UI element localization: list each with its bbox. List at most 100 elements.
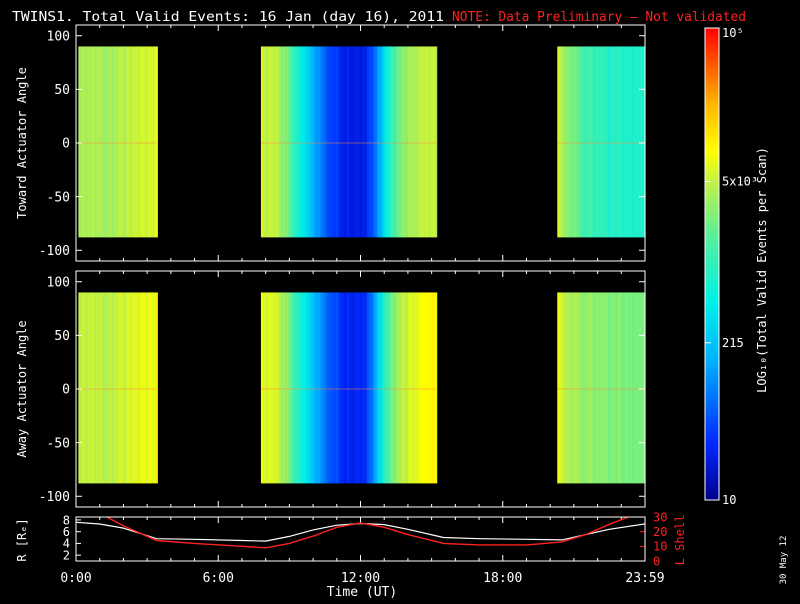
heatmap-column [403, 292, 407, 484]
heatmap-column [282, 292, 286, 484]
colorbar-tick-label: 10 [722, 493, 736, 507]
heatmap-column [115, 46, 119, 238]
heatmap-column [276, 46, 279, 238]
heatmap-column [271, 292, 275, 484]
heatmap-column [260, 292, 264, 484]
heatmap-column [153, 292, 156, 484]
heatmap-column [95, 292, 99, 484]
heatmap-column [93, 46, 97, 238]
heatmap-column [271, 46, 275, 238]
y-tick-label: 0 [62, 383, 70, 398]
heatmap-column [135, 292, 139, 484]
heatmap-column [133, 46, 136, 238]
heatmap-column [375, 292, 378, 484]
heatmap-column [307, 46, 310, 238]
heatmap-column [269, 46, 273, 238]
heatmap-column [434, 46, 438, 238]
plot-title: TWINS1. Total Valid Events: 16 Jan (day … [12, 10, 444, 25]
heatmap-column [607, 292, 611, 484]
heatmap-column [425, 292, 429, 484]
lshell-line [106, 516, 629, 549]
heatmap-column [144, 46, 147, 238]
heatmap-column [373, 292, 376, 484]
heatmap-column [583, 46, 587, 238]
heatmap-column [408, 292, 411, 484]
heatmap-column [616, 46, 620, 238]
heatmap-column [577, 292, 580, 484]
heatmap-column [563, 292, 567, 484]
heatmap-column [379, 292, 383, 484]
heatmap-column [133, 292, 136, 484]
heatmap-column [315, 46, 319, 238]
heatmap-column [596, 292, 600, 484]
heatmap-column [366, 292, 370, 484]
heatmap-column [353, 292, 356, 484]
heatmap-column [636, 46, 639, 238]
heatmap-column [359, 46, 363, 238]
heatmap-column [421, 292, 425, 484]
away-ylabel: Away Actuator Angle [15, 320, 29, 457]
heatmap-column [337, 46, 341, 238]
heatmap-column [395, 292, 398, 484]
heatmap-column [298, 46, 301, 238]
heatmap-column [425, 46, 429, 238]
y-tick-label: 6 [63, 525, 70, 539]
heatmap-column [289, 46, 293, 238]
heatmap-column [408, 46, 411, 238]
xlabel: Time (UT) [327, 585, 397, 600]
heatmap-column [605, 292, 609, 484]
x-tick-label: 18:00 [483, 571, 522, 586]
colorbar-tick-label: 215 [722, 336, 744, 350]
heatmap-column [333, 292, 337, 484]
heatmap-column [614, 292, 617, 484]
heatmap-column [362, 46, 365, 238]
heatmap-column [263, 46, 266, 238]
heatmap-column [80, 292, 84, 484]
heatmap-column [293, 292, 297, 484]
y-tick-label: -100 [39, 244, 70, 259]
heatmap-column [634, 292, 637, 484]
colorbar-tick-label: 5x10³ [722, 175, 758, 189]
heatmap-column [335, 292, 339, 484]
heatmap-column [126, 46, 130, 238]
heatmap-column [377, 292, 381, 484]
heatmap-column [280, 46, 284, 238]
heatmap-column [342, 292, 345, 484]
heatmap-column [625, 292, 628, 484]
heatmap-column [89, 46, 92, 238]
heatmap-column [603, 46, 606, 238]
heatmap-column [346, 46, 350, 238]
heatmap-column [300, 292, 304, 484]
heatmap-column [368, 46, 372, 238]
heatmap-column [291, 46, 295, 238]
heatmap-column [91, 292, 95, 484]
heatmap-column [579, 46, 582, 238]
heatmap-column [296, 292, 299, 484]
heatmap-column [364, 292, 367, 484]
heatmap-column [150, 292, 154, 484]
heatmap-column [146, 292, 150, 484]
heatmap-column [120, 46, 123, 238]
heatmap-column [636, 292, 639, 484]
zero-angle-stripe [260, 142, 437, 144]
heatmap-column [131, 46, 134, 238]
heatmap-column [379, 46, 383, 238]
heatmap-column [260, 46, 264, 238]
heatmap-column [331, 46, 334, 238]
heatmap-column [122, 292, 125, 484]
heatmap-column [84, 292, 88, 484]
heatmap-column [329, 292, 332, 484]
heatmap-column [342, 46, 345, 238]
heatmap-column [601, 46, 604, 238]
colorbar-tick-label: 10⁵ [722, 26, 744, 40]
heatmap-column [139, 46, 143, 238]
heatmap-column [104, 46, 108, 238]
heatmap-column [592, 292, 595, 484]
heatmap-column [137, 46, 141, 238]
heatmap-column [282, 46, 286, 238]
heatmap-column [568, 46, 571, 238]
heatmap-column [102, 46, 106, 238]
heatmap-column [126, 292, 130, 484]
heatmap-column [406, 46, 409, 238]
